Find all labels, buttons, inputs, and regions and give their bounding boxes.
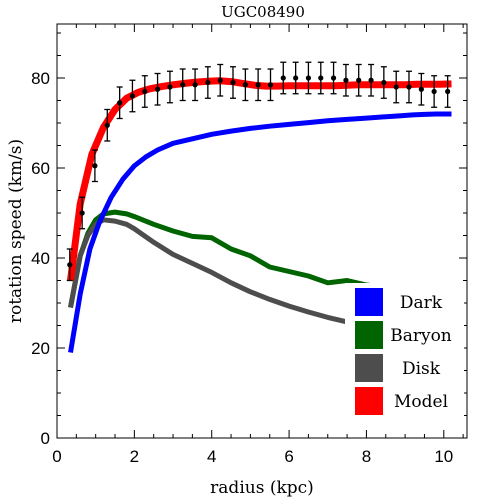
- data-point: [418, 86, 424, 92]
- data-point: [217, 77, 223, 83]
- data-point: [92, 163, 98, 169]
- data-point: [242, 82, 248, 88]
- data-point: [368, 77, 374, 83]
- data-point: [142, 88, 148, 95]
- data-point: [205, 79, 211, 86]
- data-point: [230, 79, 236, 86]
- chart-title: UGC08490: [221, 3, 305, 21]
- data-point: [117, 100, 123, 106]
- x-tick-label: 8: [362, 447, 371, 466]
- data-point: [406, 84, 412, 90]
- data-point: [67, 262, 73, 268]
- tick-labels-layer: 0 2 4 6 8 10 0 20 40 60 80: [31, 69, 453, 466]
- x-tick-label: 10: [434, 447, 453, 466]
- series-line-dark: [68, 111, 452, 353]
- data-point: [393, 84, 399, 90]
- legend-swatch-baryon: [355, 321, 383, 349]
- x-tick-label: 2: [130, 447, 139, 466]
- data-point: [79, 210, 85, 216]
- data-point: [445, 88, 451, 95]
- y-tick-label: 60: [31, 159, 50, 178]
- series-line-model: [67, 77, 452, 281]
- legend-swatch-disk: [355, 354, 383, 382]
- legend-label-model: Model: [394, 392, 448, 412]
- legend-label-dark: Dark: [400, 293, 443, 313]
- data-point: [356, 77, 362, 83]
- data-point: [129, 93, 136, 99]
- ticks-layer: [56, 24, 467, 439]
- data-point: [104, 122, 110, 128]
- data-point: [167, 84, 173, 90]
- data-point: [180, 82, 186, 88]
- data-points-layer: [67, 75, 451, 268]
- legend-label-disk: Disk: [402, 359, 441, 379]
- error-bars-layer: [66, 61, 451, 282]
- legend-swatch-dark: [355, 288, 383, 316]
- y-tick-label: 40: [31, 249, 50, 268]
- data-point: [267, 82, 274, 88]
- plot-frame: [56, 23, 468, 439]
- data-point: [280, 75, 286, 81]
- y-axis-label: rotation speed (km/s): [6, 139, 26, 323]
- data-point: [330, 75, 337, 81]
- data-point: [255, 82, 261, 88]
- x-axis-label: radius (kpc): [210, 478, 314, 498]
- y-tick-label: 0: [41, 429, 50, 448]
- data-point: [293, 75, 299, 81]
- y-tick-label: 20: [31, 339, 50, 358]
- x-tick-label: 0: [52, 447, 61, 466]
- data-point: [305, 75, 312, 81]
- data-point: [431, 88, 437, 95]
- x-tick-label: 6: [284, 447, 293, 466]
- legend: Dark Baryon Disk Model: [345, 283, 464, 419]
- data-point: [154, 86, 161, 92]
- data-point: [381, 79, 387, 86]
- data-point: [192, 82, 198, 88]
- data-point: [343, 77, 349, 83]
- legend-swatch-model: [355, 387, 383, 415]
- y-tick-label: 80: [31, 69, 50, 88]
- data-point: [318, 75, 324, 81]
- x-tick-label: 4: [207, 447, 216, 466]
- legend-label-baryon: Baryon: [390, 326, 452, 346]
